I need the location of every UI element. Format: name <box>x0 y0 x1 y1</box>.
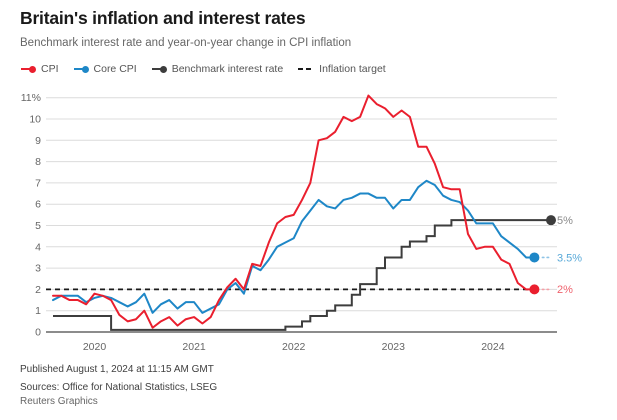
core-cpi-end-label: 3.5% <box>557 252 582 264</box>
cpi-end-label: 2% <box>557 284 573 296</box>
inflation-target-dashes-icon <box>298 68 314 70</box>
y-tick-label: 3 <box>35 263 41 275</box>
chart-footer: Published August 1, 2024 at 11:15 AM GMT… <box>20 363 217 398</box>
x-tick-label: 2023 <box>382 341 406 353</box>
y-tick-label: 1 <box>35 305 41 317</box>
benchmark-interest-rate-end-label: 5% <box>557 215 573 227</box>
page-title: Britain's inflation and interest rates <box>20 8 306 28</box>
legend-item-cpi: CPI <box>21 63 59 75</box>
y-tick-label: 7 <box>35 177 41 189</box>
published-line: Published August 1, 2024 at 11:15 AM GMT <box>20 364 214 375</box>
legend-item-core-cpi: Core CPI <box>73 63 137 75</box>
y-tick-label: 8 <box>35 156 41 168</box>
core-cpi-line <box>52 179 536 314</box>
legend-label-benchmark-rate: Benchmark interest rate <box>171 63 284 75</box>
legend-item-inflation-target: Inflation target <box>298 63 386 75</box>
page-subtitle: Benchmark interest rate and year-on-year… <box>20 37 352 49</box>
core-cpi-line-dot-icon <box>73 65 89 73</box>
x-tick-label: 2022 <box>282 341 306 353</box>
y-tick-label: 2 <box>35 284 41 296</box>
chart-legend: CPI Core CPI Benchmark interest rate Inf… <box>21 63 386 75</box>
legend-label-cpi: CPI <box>41 63 59 75</box>
y-tick-label: 0 <box>35 327 41 339</box>
y-tick-label: 4 <box>35 241 41 253</box>
benchmark-interest-rate-line <box>53 219 551 331</box>
chart-canvas: 0 1 2 3 4 5 6 7 8 9 10 11% 2020 2021 2022 2023 2024 5% 3.5… <box>0 85 617 365</box>
credit-line: Reuters Graphics <box>20 396 98 407</box>
y-tick-label: 11% <box>21 92 41 104</box>
legend-label-inflation-target: Inflation target <box>319 63 386 75</box>
cpi-line <box>52 94 536 329</box>
legend-label-core-cpi: Core CPI <box>93 63 137 75</box>
y-tick-label: 6 <box>35 199 41 211</box>
core-cpi-end-dot <box>529 252 540 263</box>
cpi-end-dot <box>529 284 540 295</box>
x-tick-label: 2020 <box>83 341 107 353</box>
chart-svg: 0 1 2 3 4 5 6 7 8 9 10 11% 2020 2021 2022 2023 2024 5% 3.5… <box>21 92 583 353</box>
x-tick-label: 2024 <box>481 341 505 353</box>
y-tick-label: 5 <box>35 220 41 232</box>
legend-item-benchmark-rate: Benchmark interest rate <box>151 63 284 75</box>
y-tick-label: 9 <box>35 135 41 147</box>
y-tick-label: 10 <box>29 114 41 126</box>
benchmark-rate-line-dot-icon <box>151 65 167 73</box>
x-tick-label: 2021 <box>182 341 206 353</box>
cpi-line-dot-icon <box>21 65 36 73</box>
sources-line: Sources: Office for National Statistics,… <box>20 381 218 393</box>
benchmark-interest-rate-end-dot <box>546 215 556 226</box>
